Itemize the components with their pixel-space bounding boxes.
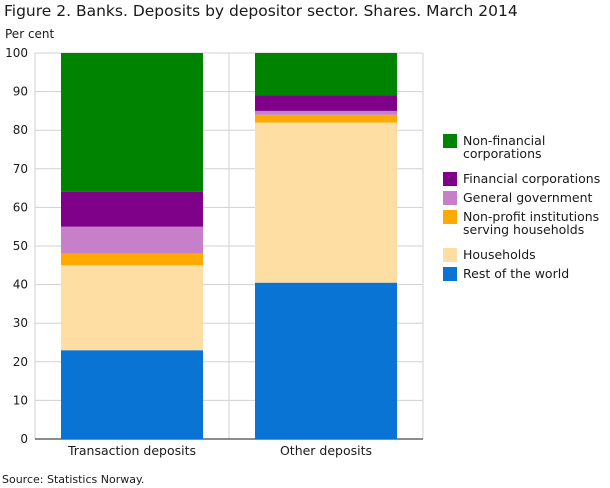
chart-title: Figure 2. Banks. Deposits by depositor s…	[4, 2, 518, 20]
y-tick-label: 50	[13, 239, 28, 253]
bar-segment-non-financial-corporations	[61, 53, 203, 192]
legend-item: General government	[443, 190, 593, 205]
y-tick-label: 90	[13, 85, 28, 99]
legend-swatch	[443, 248, 457, 262]
legend-swatch	[443, 267, 457, 281]
x-tick-label: Other deposits	[280, 443, 372, 458]
legend-item: Households	[443, 247, 536, 262]
y-tick-label: 70	[13, 162, 28, 176]
bar-segment-financial-corporations	[61, 191, 203, 227]
legend-label: corporations	[463, 146, 542, 161]
legend-label: Non-financial	[463, 133, 545, 148]
legend-swatch	[443, 210, 457, 224]
y-tick-label: 10	[13, 393, 28, 407]
bar-segment-financial-corporations	[255, 95, 397, 111]
bar-segment-rest-of-the-world	[61, 350, 203, 439]
y-tick-label: 40	[13, 278, 28, 292]
bars	[61, 53, 397, 439]
source-note: Source: Statistics Norway.	[2, 473, 145, 486]
y-tick-label: 80	[13, 123, 28, 137]
legend-label: General government	[463, 190, 593, 205]
legend-swatch	[443, 172, 457, 186]
bar-segment-households	[61, 265, 203, 351]
y-axis-label: Per cent	[5, 27, 55, 41]
y-tick-label: 100	[5, 46, 28, 60]
legend-item: Financial corporations	[443, 171, 600, 186]
bar-segment-rest-of-the-world	[255, 282, 397, 439]
y-tick-label: 60	[13, 200, 28, 214]
y-tick-label: 20	[13, 355, 28, 369]
legend-label: serving households	[463, 222, 584, 237]
y-axis-ticks: 0 10 20 30 40 50 60 70 80 90 100	[5, 46, 28, 446]
legend-label: Non-profit institutions	[463, 209, 599, 224]
y-tick-label: 0	[20, 432, 28, 446]
bar-segment-non-profit-institutions-serving-households	[255, 114, 397, 123]
legend-swatch	[443, 134, 457, 148]
bar-segment-general-government	[255, 110, 397, 115]
bar-segment-general-government	[61, 226, 203, 254]
x-tick-label: Transaction deposits	[67, 443, 196, 458]
legend-label: Households	[463, 247, 536, 262]
x-axis-labels: Transaction deposits Other deposits	[67, 443, 372, 458]
bar-segment-non-profit-institutions-serving-households	[61, 253, 203, 266]
legend-label: Rest of the world	[463, 266, 569, 281]
legend-label: Financial corporations	[463, 171, 600, 186]
y-tick-label: 30	[13, 316, 28, 330]
bar-segment-households	[255, 122, 397, 283]
legend-swatch	[443, 191, 457, 205]
bar-segment-non-financial-corporations	[255, 53, 397, 96]
legend-item: Rest of the world	[443, 266, 569, 281]
